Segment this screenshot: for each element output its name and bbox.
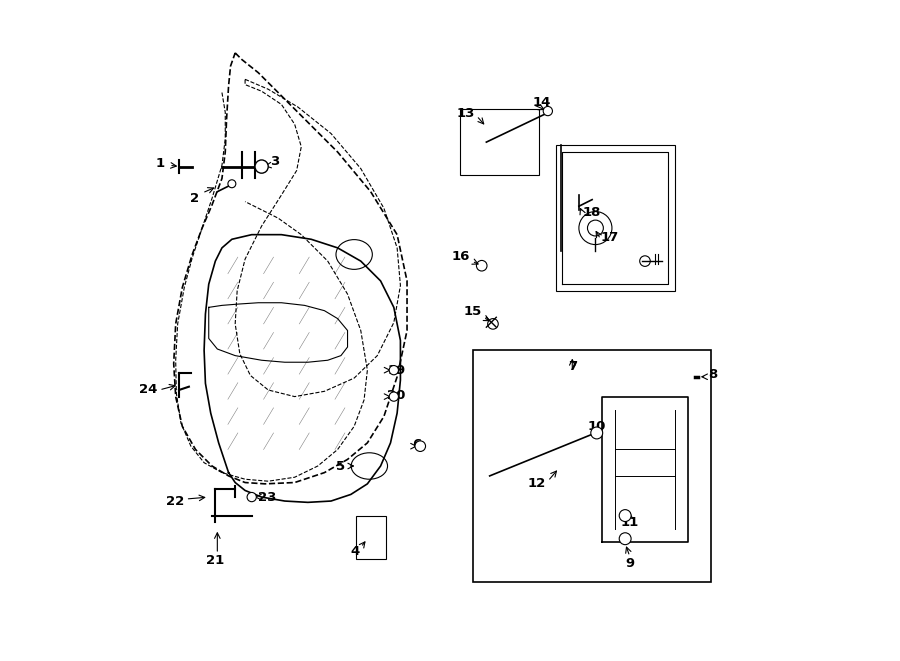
Circle shape xyxy=(255,160,268,173)
Circle shape xyxy=(389,392,399,401)
Text: 15: 15 xyxy=(464,305,482,319)
Text: 20: 20 xyxy=(387,389,406,402)
Text: 7: 7 xyxy=(568,360,577,373)
Circle shape xyxy=(415,441,426,451)
Text: 24: 24 xyxy=(140,383,158,397)
Circle shape xyxy=(619,533,631,545)
Bar xyxy=(556,145,675,291)
Text: 2: 2 xyxy=(190,192,199,205)
Circle shape xyxy=(389,366,399,375)
Text: 5: 5 xyxy=(337,459,346,473)
Text: 14: 14 xyxy=(533,96,551,109)
Bar xyxy=(460,109,539,175)
Circle shape xyxy=(619,510,631,522)
Text: 16: 16 xyxy=(452,250,470,263)
Text: 11: 11 xyxy=(621,516,639,529)
Text: 4: 4 xyxy=(350,545,359,559)
Text: 22: 22 xyxy=(166,494,184,508)
Circle shape xyxy=(228,180,236,188)
Circle shape xyxy=(544,106,553,116)
Text: 17: 17 xyxy=(600,231,619,245)
Text: 1: 1 xyxy=(156,157,165,171)
Text: 13: 13 xyxy=(456,107,475,120)
Text: 8: 8 xyxy=(707,368,717,381)
Text: 9: 9 xyxy=(626,557,634,570)
Bar xyxy=(473,350,711,582)
Bar xyxy=(356,516,386,559)
Text: 12: 12 xyxy=(527,477,545,490)
Text: 10: 10 xyxy=(588,420,606,433)
Text: 19: 19 xyxy=(387,364,406,377)
Text: 23: 23 xyxy=(258,490,276,504)
Text: 6: 6 xyxy=(411,438,421,451)
Circle shape xyxy=(590,427,603,439)
Text: 21: 21 xyxy=(206,554,224,567)
Circle shape xyxy=(248,492,256,502)
Text: 18: 18 xyxy=(582,206,600,219)
Text: 3: 3 xyxy=(270,155,280,169)
